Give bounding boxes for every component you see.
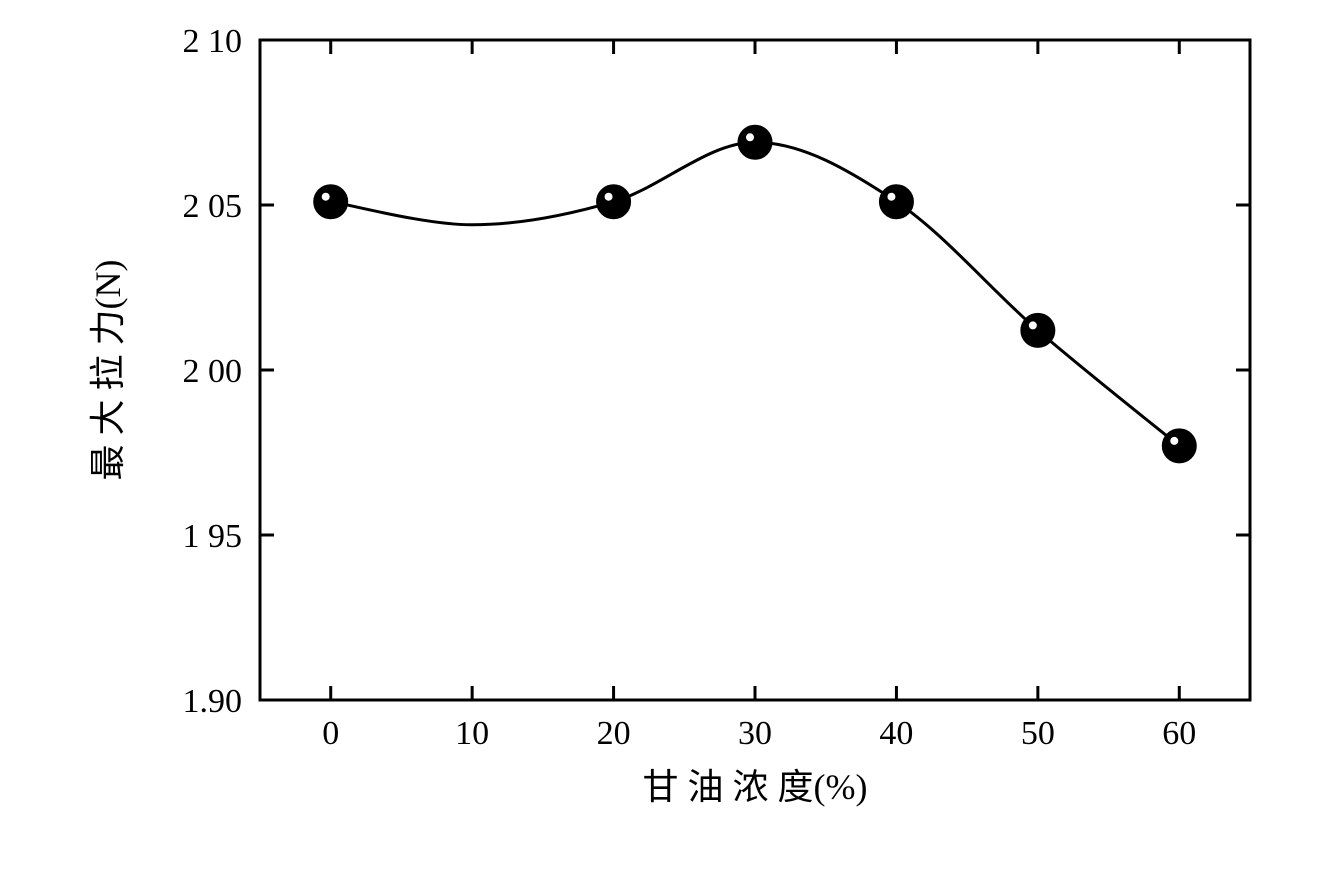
data-marker-highlight [1029, 321, 1037, 329]
chart-bg [0, 0, 1323, 871]
data-marker [1162, 429, 1196, 463]
data-marker [314, 185, 348, 219]
y-tick-label: 2 10 [183, 23, 243, 60]
data-marker-highlight [322, 193, 330, 201]
data-marker [738, 125, 772, 159]
x-tick-label: 20 [597, 715, 631, 752]
y-axis-title: 最 大 拉 力(N) [88, 260, 128, 481]
x-axis-title: 甘 油 浓 度(%) [643, 767, 868, 807]
data-marker [879, 185, 913, 219]
data-marker-highlight [887, 193, 895, 201]
x-tick-label: 50 [1021, 715, 1055, 752]
data-marker-highlight [746, 133, 754, 141]
data-marker [597, 185, 631, 219]
x-tick-label: 10 [455, 715, 489, 752]
y-tick-label: 2 05 [183, 188, 243, 225]
x-tick-label: 0 [322, 715, 339, 752]
data-marker-highlight [605, 193, 613, 201]
y-tick-label: 2 00 [183, 353, 243, 390]
x-tick-label: 60 [1162, 715, 1196, 752]
x-tick-label: 40 [879, 715, 913, 752]
data-marker [1021, 313, 1055, 347]
chart-svg: 1.90 1 95 2 00 2 05 2 10 0 10 20 30 40 50 60 最 大 拉 力… [0, 0, 1323, 871]
y-tick-label: 1.90 [183, 683, 243, 720]
chart-container: 1.90 1 95 2 00 2 05 2 10 0 10 20 30 40 50 60 最 大 拉 力… [0, 0, 1323, 871]
x-tick-label: 30 [738, 715, 772, 752]
data-marker-highlight [1170, 437, 1178, 445]
y-tick-label: 1 95 [183, 518, 243, 555]
